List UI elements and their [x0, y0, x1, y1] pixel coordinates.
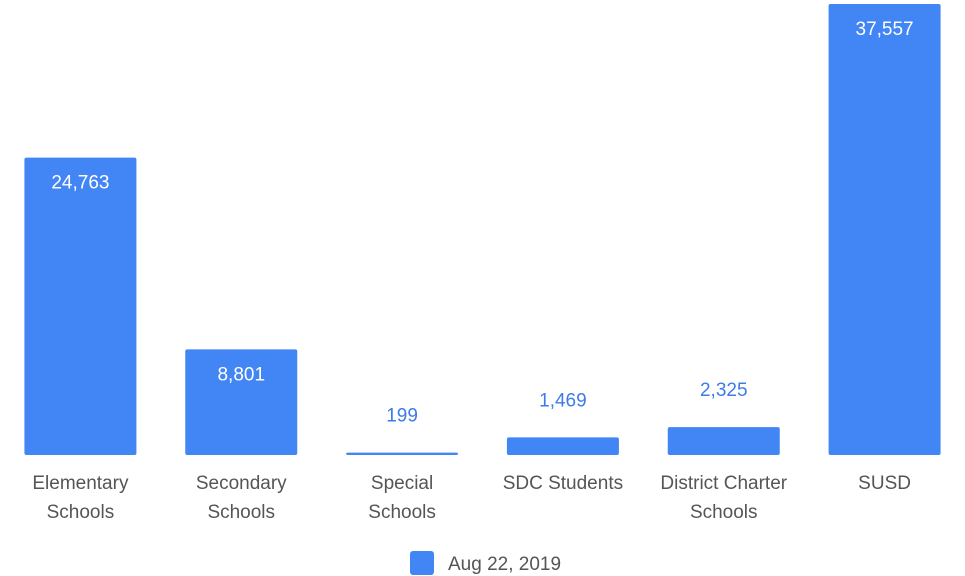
category-label-district-charter-schools-line1: District Charter	[660, 473, 787, 494]
category-label-sdc-students: SDC Students	[503, 473, 623, 494]
legend-swatch	[410, 551, 434, 575]
data-label-district-charter-schools: 2,325	[700, 380, 748, 401]
category-label-susd: SUSD	[858, 473, 911, 494]
data-label-special-schools: 199	[386, 406, 418, 427]
category-label-secondary-schools-line2: Schools	[207, 502, 275, 523]
data-label-sdc-students: 1,469	[539, 390, 587, 411]
bar-sdc-students	[506, 437, 619, 455]
bars-layer	[24, 4, 941, 455]
data-labels-layer: 24,763 8,801 199 1,469 2,325 37,557	[51, 19, 914, 428]
bar-elementary-schools	[24, 157, 137, 455]
bar-special-schools	[346, 452, 459, 455]
legend-label: Aug 22, 2019	[448, 554, 561, 575]
category-label-secondary-schools-line1: Secondary	[196, 473, 287, 494]
data-label-secondary-schools: 8,801	[217, 364, 265, 385]
bar-secondary-schools	[185, 349, 298, 455]
category-labels-layer: Elementary Schools Secondary Schools Special…	[32, 473, 911, 523]
category-label-special-schools-line2: Schools	[368, 502, 436, 523]
data-label-elementary-schools: 24,763	[51, 173, 109, 194]
bar-susd	[828, 4, 941, 455]
legend: Aug 22, 2019	[410, 551, 561, 575]
category-label-district-charter-schools-line2: Schools	[690, 502, 758, 523]
category-label-special-schools-line1: Special	[371, 473, 433, 494]
bar-district-charter-schools	[667, 427, 780, 455]
category-label-elementary-schools-line2: Schools	[47, 502, 115, 523]
data-label-susd: 37,557	[856, 19, 914, 40]
category-label-elementary-schools-line1: Elementary	[32, 473, 129, 494]
